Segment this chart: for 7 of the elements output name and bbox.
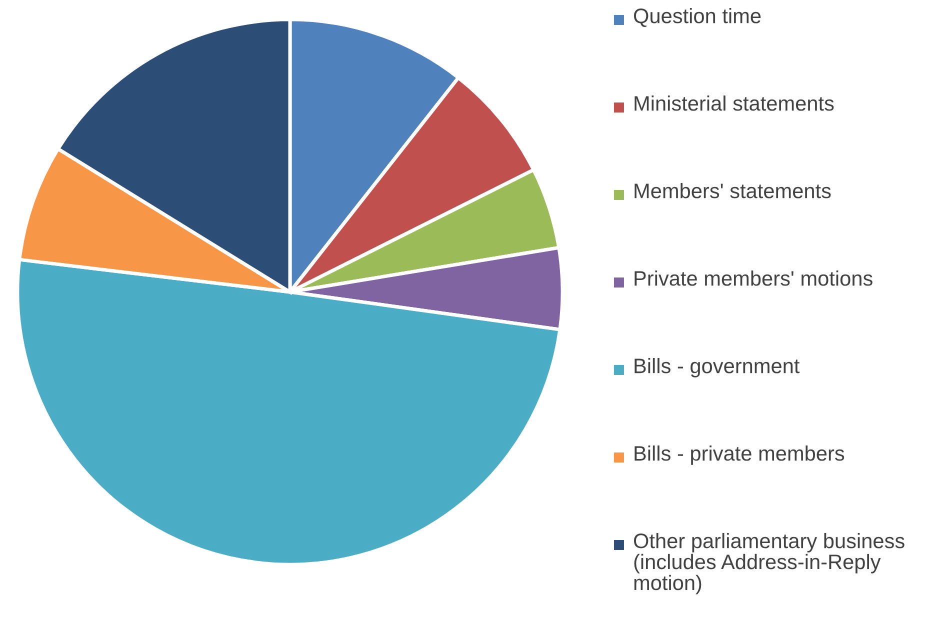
legend-label: Members' statements	[634, 183, 831, 198]
legend-label: Bills - private members	[634, 446, 844, 465]
legend-label: Bills - government	[634, 358, 800, 378]
legend-label: Ministerial statements	[634, 96, 834, 111]
legend-label: Private members' motions	[634, 270, 872, 286]
legend-label: Other parliamentary business (includes Address-in-Reply motion)	[634, 533, 904, 594]
legend-label: Question time	[634, 8, 761, 28]
